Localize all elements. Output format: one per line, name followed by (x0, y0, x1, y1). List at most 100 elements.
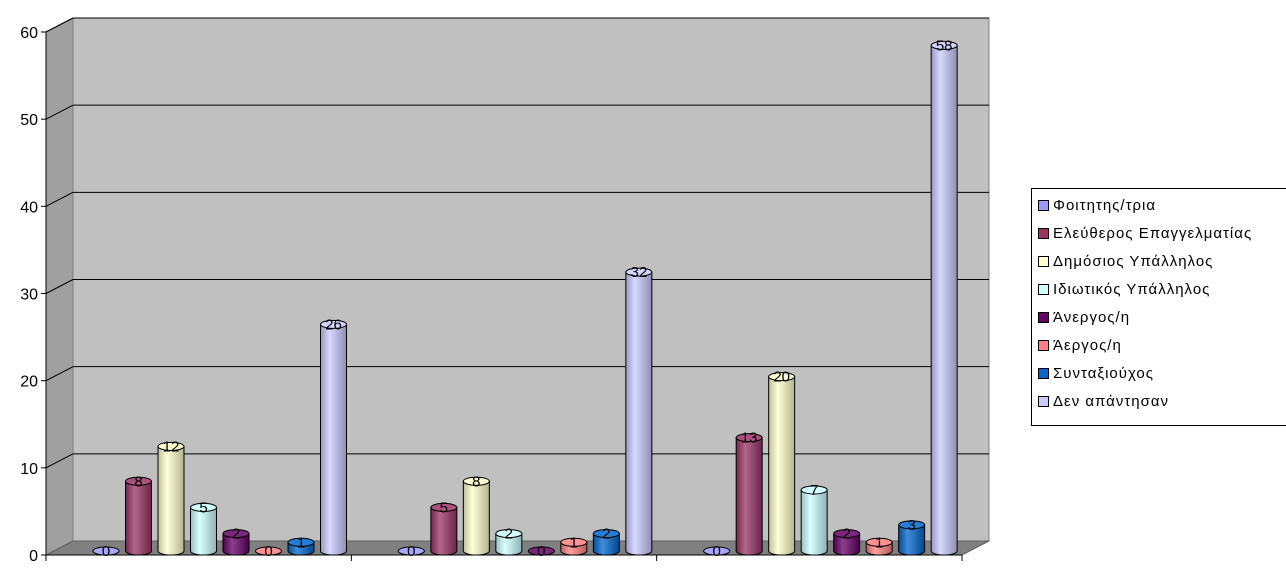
bar-top (157, 441, 185, 451)
gridline-side (45, 104, 74, 120)
y-tick-label: 10 (20, 461, 38, 478)
data-label: 3 (907, 517, 915, 534)
y-tick-label: 40 (20, 199, 38, 216)
legend-item: Ιδιωτικός Υπάλληλος (1038, 279, 1210, 299)
bar-top (865, 537, 893, 547)
bar (735, 437, 763, 556)
bar-top (125, 476, 152, 486)
bar-top (462, 476, 490, 486)
bar (592, 533, 620, 556)
legend-swatch (1038, 227, 1049, 239)
bar-top (800, 485, 828, 495)
data-label: 0 (407, 543, 415, 560)
bar-top (222, 529, 250, 539)
legend-item: Ελεύθερος Επαγγελματίας (1038, 223, 1252, 243)
data-label: 5 (440, 499, 448, 516)
bar (898, 524, 926, 556)
data-label: 58 (936, 37, 953, 54)
data-label: 20 (773, 369, 790, 386)
data-label: 26 (325, 316, 342, 333)
y-tick-label: 20 (20, 374, 38, 391)
data-label: 0 (537, 543, 545, 560)
data-label: 1 (570, 534, 578, 551)
legend-item: Συνταξιούχος (1038, 363, 1154, 383)
data-label: 2 (505, 526, 513, 543)
bar-top (397, 546, 425, 556)
data-label: 12 (163, 438, 180, 455)
legend-label: Ελεύθερος Επαγγελματίας (1053, 224, 1253, 242)
legend-swatch (1038, 339, 1049, 351)
bar (222, 533, 250, 556)
legend-label: Δημόσιος Υπάλληλος (1053, 252, 1214, 270)
bar (495, 533, 523, 556)
y-tick-label: 50 (20, 112, 38, 129)
data-label: 5 (199, 499, 207, 516)
data-label: 13 (741, 430, 758, 447)
legend-swatch (1038, 283, 1049, 295)
bar (768, 376, 796, 556)
legend-item: Δημόσιος Υπάλληλος (1038, 251, 1213, 271)
legend-swatch (1038, 255, 1049, 267)
bar (625, 271, 653, 556)
bar-top (560, 537, 588, 547)
gridline-side (45, 453, 74, 469)
bar (930, 44, 958, 556)
bar (430, 506, 458, 556)
bar-top (320, 319, 347, 329)
data-label: 2 (842, 526, 850, 543)
bar-top (898, 520, 926, 530)
data-label: 8 (134, 473, 142, 490)
data-label: 0 (712, 543, 720, 560)
bar (800, 489, 828, 556)
legend-label: Ιδιωτικός Υπάλληλος (1053, 280, 1211, 298)
legend-label: Φοιτητης/τρια (1053, 196, 1157, 214)
data-label: 1 (297, 534, 305, 551)
legend-label: Άεργος/η (1053, 336, 1122, 354)
bar (157, 445, 185, 556)
bar (320, 323, 347, 556)
y-tick-label: 60 (20, 25, 38, 42)
bar (190, 506, 217, 556)
bar (833, 533, 861, 556)
y-tick-label: 30 (20, 287, 38, 304)
bar-top (703, 546, 731, 556)
legend-swatch (1038, 311, 1049, 323)
legend: Φοιτητης/τρια Ελεύθερος Επαγγελματίας Δημό… (1031, 188, 1286, 426)
gridline-side (45, 17, 74, 33)
data-label: 0 (102, 543, 110, 560)
bar-top (768, 372, 796, 382)
data-label: 1 (875, 534, 883, 551)
legend-item: Δεν απάντησαν (1038, 391, 1169, 411)
bar-top (92, 546, 120, 556)
bar-top (527, 546, 555, 556)
data-label: 32 (630, 264, 647, 281)
data-label: 2 (232, 526, 240, 543)
bar-chart: 0102030405060081252012605820123201320721… (20, 17, 990, 565)
bar (125, 480, 152, 556)
bar-top (430, 502, 458, 512)
legend-label: Άνεργος/η (1053, 308, 1131, 326)
bar-top (255, 546, 282, 556)
bar-top (190, 502, 217, 512)
bar-top (833, 529, 861, 539)
bar-top (592, 529, 620, 539)
data-label: 8 (472, 473, 480, 490)
bar-top (625, 267, 653, 277)
legend-swatch (1038, 199, 1049, 211)
bar-top (735, 433, 763, 443)
gridline-side (45, 279, 74, 294)
gridline-side (45, 191, 74, 207)
bar-top (930, 40, 958, 50)
data-label: 7 (810, 482, 818, 499)
legend-swatch (1038, 395, 1049, 407)
legend-label: Δεν απάντησαν (1053, 392, 1170, 410)
bar-top (287, 537, 315, 547)
legend-label: Συνταξιούχος (1053, 364, 1154, 382)
legend-item: Φοιτητης/τρια (1038, 195, 1156, 215)
y-tick-label: 0 (29, 548, 38, 565)
legend-swatch (1038, 367, 1049, 379)
bar (462, 480, 490, 556)
data-label: 2 (602, 526, 610, 543)
legend-item: Άνεργος/η (1038, 307, 1130, 327)
gridline-side (45, 366, 74, 382)
